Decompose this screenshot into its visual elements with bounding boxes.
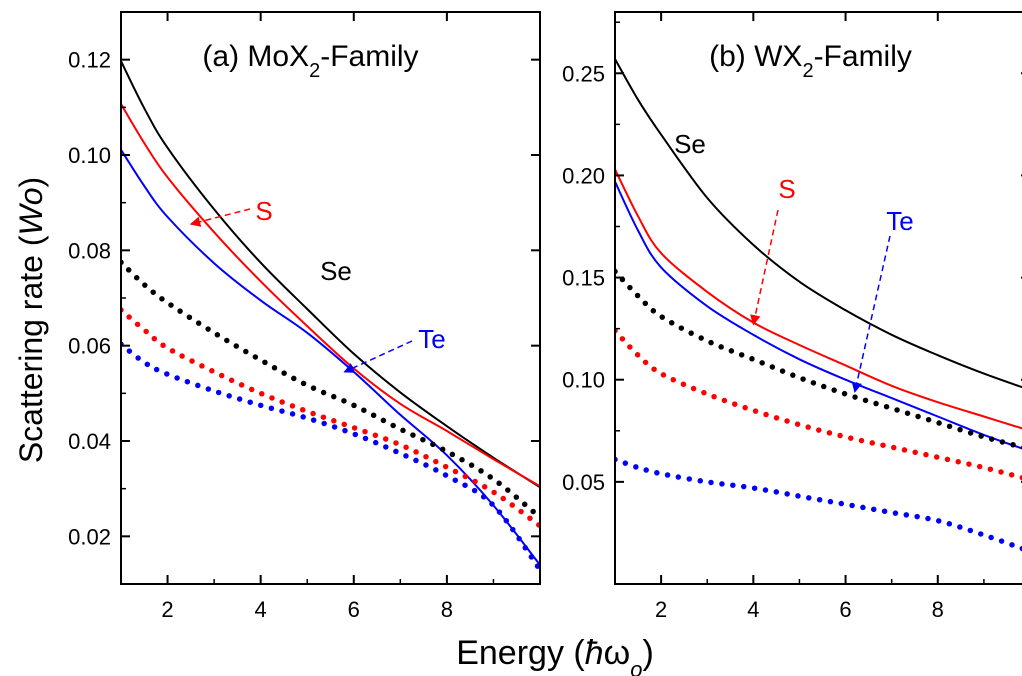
annotation-arrow-s [189, 208, 251, 227]
annotation-se: Se [320, 256, 352, 286]
y-tick-label: 0.20 [562, 163, 605, 188]
x-tick-label: 2 [161, 597, 173, 622]
annotation-arrow-te [343, 340, 413, 373]
se-solid-line [121, 60, 540, 489]
annotation-arrow-s [750, 209, 779, 326]
series-group [121, 60, 540, 573]
s-solid-line [615, 168, 1022, 430]
series-dotted-line [121, 259, 540, 521]
y-tick-label: 0.08 [68, 238, 111, 263]
x-tick-label: 6 [348, 597, 360, 622]
plot-frame [614, 11, 1022, 585]
y-axis-label: Scattering rate (Wo) [13, 177, 49, 463]
s-solid-line [121, 103, 540, 488]
panel-b: 2 4 6 8 0.05 0.10 0.15 0.20 0.25 (b) WX2-Family Se… [562, 11, 1022, 622]
series-dotted-line [121, 307, 540, 529]
annotation-te: Te [886, 206, 913, 236]
plot-frame [120, 11, 541, 585]
y-tick-label: 0.05 [562, 470, 605, 495]
y-tick-label: 0.10 [562, 368, 605, 393]
annotation-se: Se [674, 129, 706, 159]
se-solid-line [615, 58, 1022, 389]
series-dotted-line [615, 456, 1022, 552]
x-axis-label: Energy (ħωo) [456, 634, 654, 676]
x-tick-label: 6 [839, 597, 851, 622]
x-tick-label: 4 [255, 597, 267, 622]
x-tick-label: 4 [747, 597, 759, 622]
annotation-te: Te [418, 324, 445, 354]
y-tick-label: 0.04 [68, 429, 111, 454]
series-dotted-line [615, 327, 1022, 481]
annotation-arrow-te [851, 235, 891, 393]
annotation-s: S [255, 196, 272, 226]
te-solid-line [615, 181, 1022, 450]
series-dotted-line [615, 268, 1022, 450]
x-tick-label: 2 [655, 597, 667, 622]
y-tick-label: 0.06 [68, 334, 111, 359]
panel-title: (b) WX2-Family [709, 40, 912, 82]
y-tick-label: 0.10 [68, 143, 111, 168]
y-tick-label: 0.15 [562, 266, 605, 291]
series-group [615, 58, 1022, 552]
panel-a: 2 4 6 8 0.02 0.04 0.06 0.08 0.10 0.12 (a) MoX2-Fam… [68, 11, 541, 622]
series-dotted-line [121, 341, 540, 573]
x-tick-label: 8 [441, 597, 453, 622]
panel-title: (a) MoX2-Family [202, 40, 418, 82]
y-tick-label: 0.02 [68, 524, 111, 549]
x-tick-label: 8 [932, 597, 944, 622]
y-tick-label: 0.12 [68, 48, 111, 73]
annotation-s: S [778, 174, 795, 204]
y-tick-label: 0.25 [562, 61, 605, 86]
